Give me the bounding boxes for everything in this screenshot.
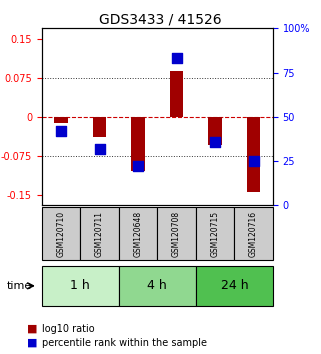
Text: GSM120708: GSM120708: [172, 211, 181, 257]
Point: [251, 158, 256, 164]
Text: GSM120716: GSM120716: [249, 211, 258, 257]
Bar: [247, 117, 260, 192]
Bar: [93, 117, 106, 137]
Text: GDS3433 / 41526: GDS3433 / 41526: [99, 12, 222, 27]
Text: 24 h: 24 h: [221, 279, 248, 292]
Bar: [170, 71, 183, 117]
Bar: [208, 117, 222, 145]
Text: 4 h: 4 h: [147, 279, 167, 292]
Text: time: time: [6, 281, 32, 291]
Point: [213, 139, 218, 144]
Text: 1 h: 1 h: [70, 279, 90, 292]
Text: percentile rank within the sample: percentile rank within the sample: [42, 338, 207, 348]
Text: GSM120710: GSM120710: [56, 211, 65, 257]
Point: [97, 146, 102, 152]
Text: log10 ratio: log10 ratio: [42, 324, 94, 333]
Text: GSM120715: GSM120715: [211, 211, 220, 257]
Text: GSM120711: GSM120711: [95, 211, 104, 257]
Text: GSM120648: GSM120648: [134, 211, 143, 257]
Point: [135, 164, 141, 169]
Point: [58, 128, 64, 134]
Text: ■: ■: [27, 324, 37, 333]
Text: ■: ■: [27, 338, 37, 348]
Bar: [131, 117, 145, 171]
Point: [174, 56, 179, 61]
Bar: [54, 117, 68, 123]
